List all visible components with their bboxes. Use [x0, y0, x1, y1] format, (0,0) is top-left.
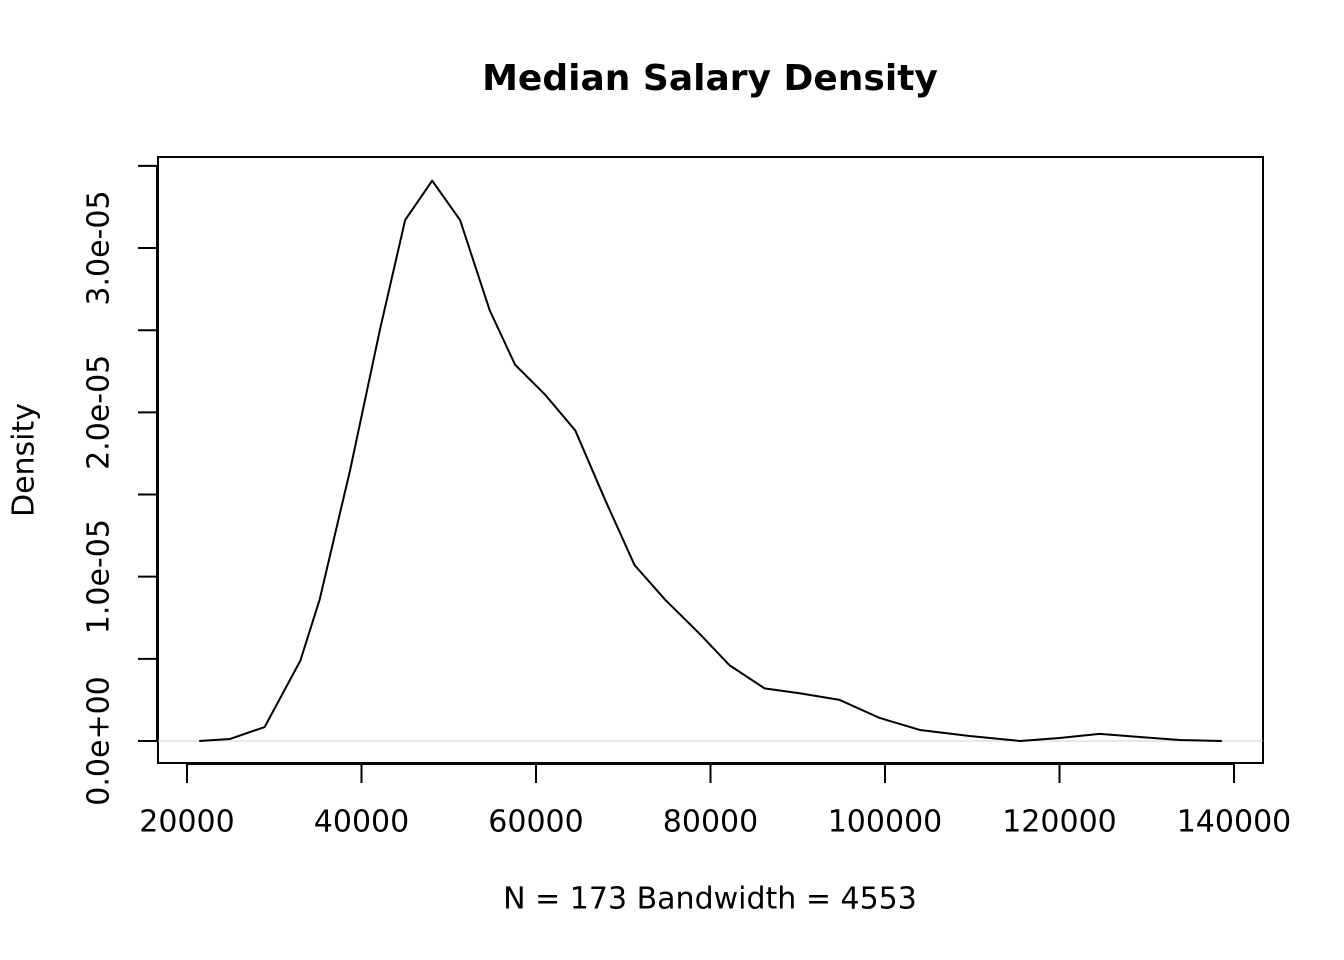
chart-title: Median Salary Density [482, 58, 938, 99]
x-tick-label: 60000 [488, 805, 583, 840]
y-axis-label: Density [7, 403, 42, 517]
x-tick-label: 80000 [663, 805, 758, 840]
x-tick-label: 20000 [139, 805, 234, 840]
x-tick-label: 100000 [828, 805, 943, 840]
y-tick-label: 1.0e-05 [82, 519, 117, 634]
y-tick-label: 2.0e-05 [82, 355, 117, 470]
x-axis-label: N = 173 Bandwidth = 4553 [503, 882, 917, 917]
plot-frame [157, 156, 1264, 764]
x-tick-label: 140000 [1177, 805, 1292, 840]
y-tick-label: 3.0e-05 [82, 190, 117, 305]
x-tick-label: 120000 [1002, 805, 1117, 840]
y-tick-label: 0.0e+00 [82, 676, 117, 805]
x-tick-label: 40000 [314, 805, 409, 840]
density-line [199, 179, 1222, 742]
